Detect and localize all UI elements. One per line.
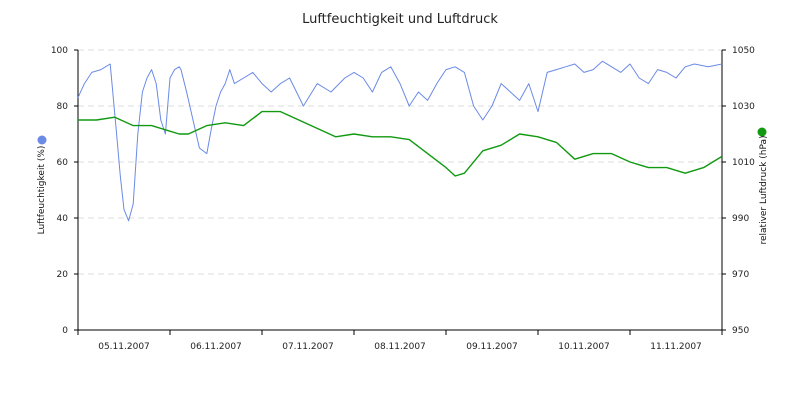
y-tick-label: 40 [57,214,69,224]
humidity-series-line [77,60,723,222]
y-tick-label: 0 [62,326,68,336]
x-tick-label: 11.11.2007 [650,342,702,352]
y2-tick-label: 1050 [732,46,755,56]
left-axis-label: Luftfeuchtigkeit (%) [37,146,47,235]
series [77,60,723,222]
x-tick-label: 07.11.2007 [282,342,334,352]
ticks: 0 20 40 60 80 100 950 970 990 1010 1030 1050 05.11.2… [51,46,755,352]
y2-tick-label: 950 [732,326,749,336]
x-tick-label: 08.11.2007 [374,342,426,352]
y2-tick-label: 1010 [732,158,755,168]
y2-tick-label: 970 [732,270,749,280]
pressure-series-line [78,110,723,177]
y-tick-label: 100 [51,46,68,56]
right-axis-label: relativer Luftdruck (hPa) [759,135,769,244]
y-tick-label: 80 [57,102,69,112]
chart-title: Luftfeuchtigkeit und Luftdruck [302,12,498,27]
humidity-legend-marker [37,135,47,145]
x-tick-label: 10.11.2007 [558,342,610,352]
y-tick-label: 60 [57,158,69,168]
grid [78,49,722,275]
y2-tick-label: 1030 [732,102,755,112]
pressure-legend-marker [757,127,767,137]
y-tick-label: 20 [57,270,69,280]
x-tick-label: 09.11.2007 [466,342,518,352]
x-tick-label: 06.11.2007 [190,342,242,352]
y2-tick-label: 990 [732,214,749,224]
x-tick-label: 05.11.2007 [98,342,150,352]
